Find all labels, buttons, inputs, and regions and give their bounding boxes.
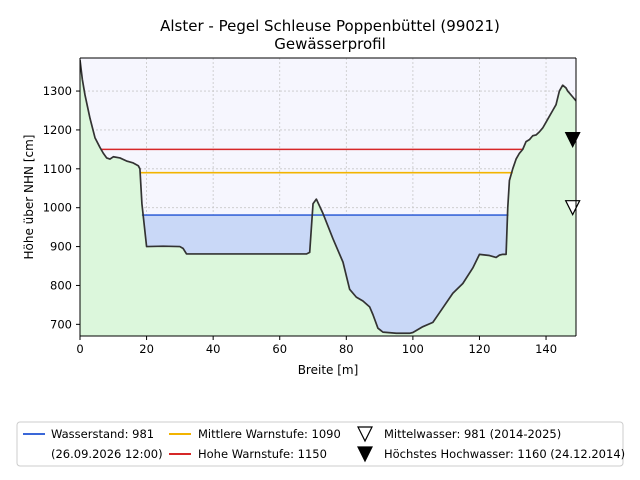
- x-tick-label: 40: [206, 342, 221, 356]
- y-tick-label: 1300: [43, 84, 72, 98]
- y-tick-label: 700: [50, 317, 72, 331]
- legend: Wasserstand: 981 (26.09.2026 12:00) Mitt…: [16, 421, 625, 467]
- ground-area: [80, 59, 576, 336]
- x-tick-label: 0: [76, 342, 83, 356]
- legend-label-mittlere-warnstufe: Mittlere Warnstufe: 1090: [198, 427, 341, 441]
- level-lines: [100, 148, 523, 216]
- chart-title: Alster - Pegel Schleuse Poppenbüttel (99…: [160, 17, 500, 35]
- x-tick-label: 80: [339, 342, 354, 356]
- y-tick-label: 1200: [43, 123, 72, 137]
- legend-label-wasserstand-time: (26.09.2026 12:00): [51, 447, 163, 461]
- fill-layer: [80, 59, 576, 336]
- axes: 0 20 40 60 80 100 120 140 700 800 900 1000 1100 1200 1…: [43, 57, 577, 356]
- y-tick-label: 900: [50, 240, 72, 254]
- legend-label-hohe-warnstufe: Hohe Warnstufe: 1150: [198, 447, 327, 461]
- chart-subtitle: Gewässerprofil: [274, 35, 386, 53]
- x-tick-label: 20: [139, 342, 154, 356]
- legend-marker-mittelwasser-icon: [357, 426, 373, 443]
- x-tick-label: 100: [402, 342, 424, 356]
- profile-layer: [80, 59, 576, 335]
- y-tick-label: 800: [50, 278, 72, 292]
- profile-line: [80, 59, 576, 335]
- x-tick-label: 140: [535, 342, 557, 356]
- x-tick-label: 120: [468, 342, 490, 356]
- legend-label-mittelwasser: Mittelwasser: 981 (2014-2025): [384, 427, 561, 441]
- x-axis-label: Breite [m]: [298, 363, 359, 377]
- legend-label-hoechstes-hochwasser: Höchstes Hochwasser: 1160 (24.12.2014): [384, 447, 625, 461]
- y-axis-label: Höhe über NHN [cm]: [22, 135, 36, 260]
- legend-label-wasserstand: Wasserstand: 981: [51, 427, 154, 441]
- y-tick-label: 1000: [43, 201, 72, 215]
- legend-marker-hoechstes-hochwasser-icon: [357, 446, 373, 463]
- x-tick-label: 60: [272, 342, 287, 356]
- y-tick-label: 1100: [43, 162, 72, 176]
- legend-box: [16, 421, 624, 467]
